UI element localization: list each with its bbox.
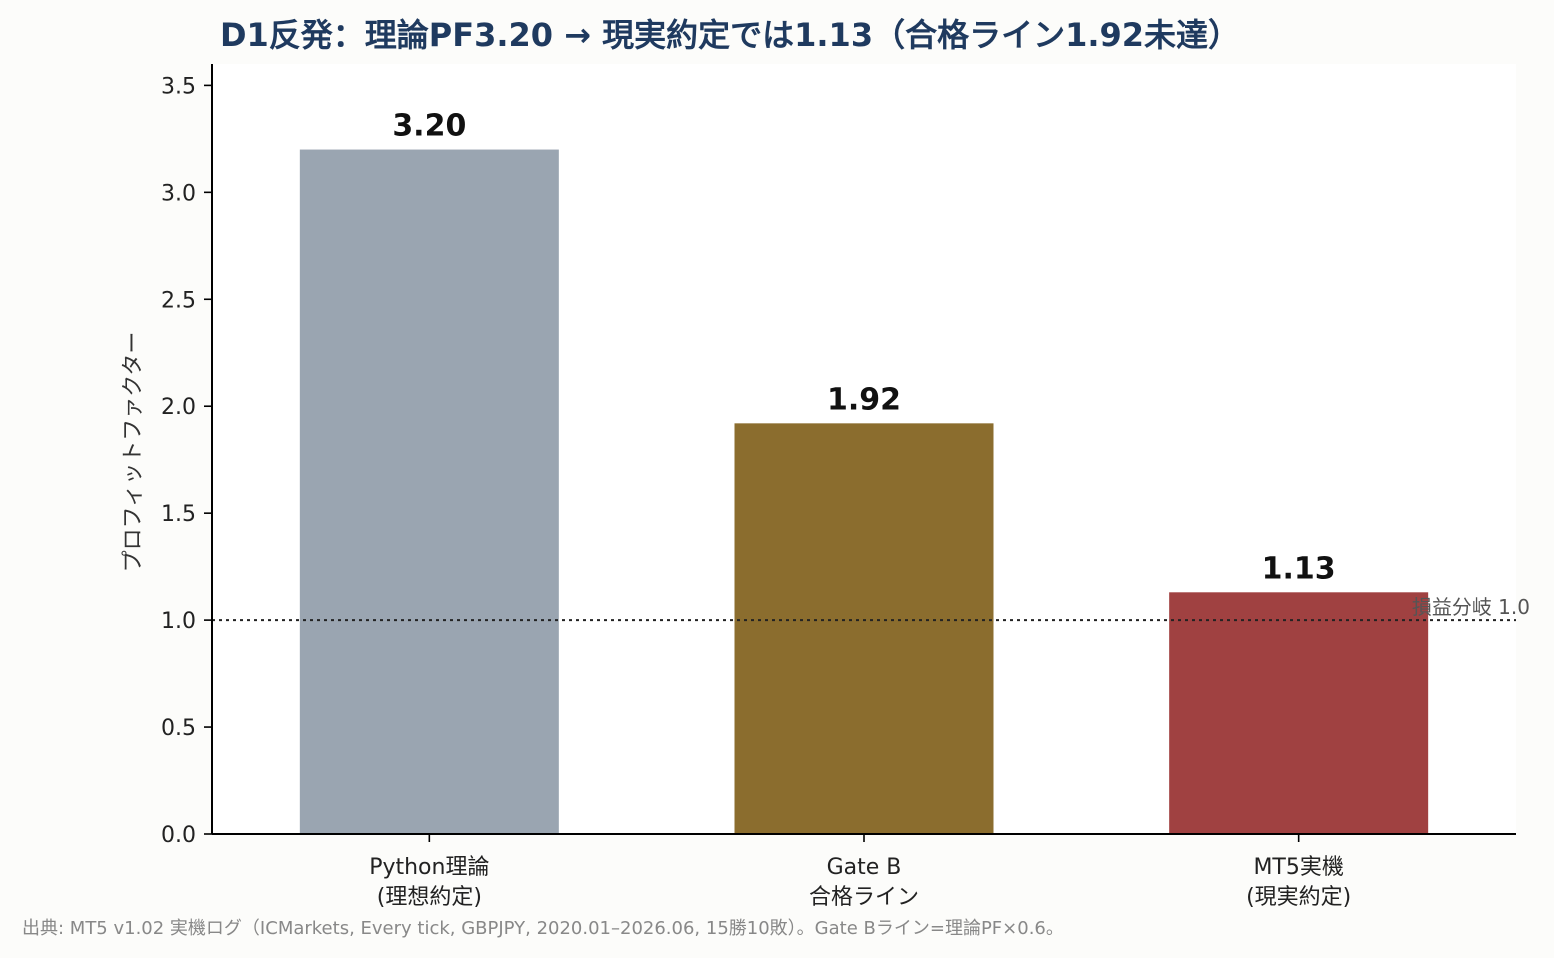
bar-value-label-0: 3.20 (392, 109, 466, 144)
x-tick-label-2-line-0: MT5実機 (1253, 855, 1343, 880)
bar-value-label-2: 1.13 (1262, 551, 1336, 586)
y-tick-label-5: 2.5 (161, 288, 196, 313)
y-tick-label-4: 2.0 (161, 395, 196, 420)
bar-1 (734, 423, 994, 834)
chart-title: D1反発：理論PF3.20 → 現実約定では1.13（合格ライン1.92未達） (220, 16, 1240, 54)
labels: 3.20 Python理論 (理想約定) 1.92 Gate B 合格ライン 1.13 MT5… (161, 74, 1351, 910)
bar-0 (299, 149, 559, 835)
axes (204, 64, 1516, 842)
bar-2 (1169, 592, 1429, 834)
x-tick-label-1-line-0: Gate B (827, 855, 902, 880)
breakeven-reference-label: 損益分岐 1.0 (1412, 595, 1530, 619)
x-tick-label-1-line-1: 合格ライン (809, 885, 919, 910)
y-tick-label-2: 1.0 (161, 609, 196, 634)
y-tick-label-7: 3.5 (161, 74, 196, 99)
x-tick-label-0-line-1: (理想約定) (377, 885, 482, 910)
x-tick-label-2-line-1: (現実約定) (1246, 885, 1351, 910)
y-axis-label: プロフィットファクター (121, 332, 146, 573)
y-tick-label-0: 0.0 (161, 823, 196, 848)
x-tick-label-0-line-0: Python理論 (369, 855, 489, 880)
reference-line-group: 損益分岐 1.0 (212, 595, 1530, 622)
bars (299, 149, 1429, 835)
source-footnote: 出典: MT5 v1.02 実機ログ（ICMarkets, Every tick… (22, 918, 1064, 939)
y-tick-label-3: 1.5 (161, 502, 196, 527)
y-tick-label-6: 3.0 (161, 181, 196, 206)
y-tick-label-1: 0.5 (161, 716, 196, 741)
bar-value-label-1: 1.92 (827, 382, 901, 417)
